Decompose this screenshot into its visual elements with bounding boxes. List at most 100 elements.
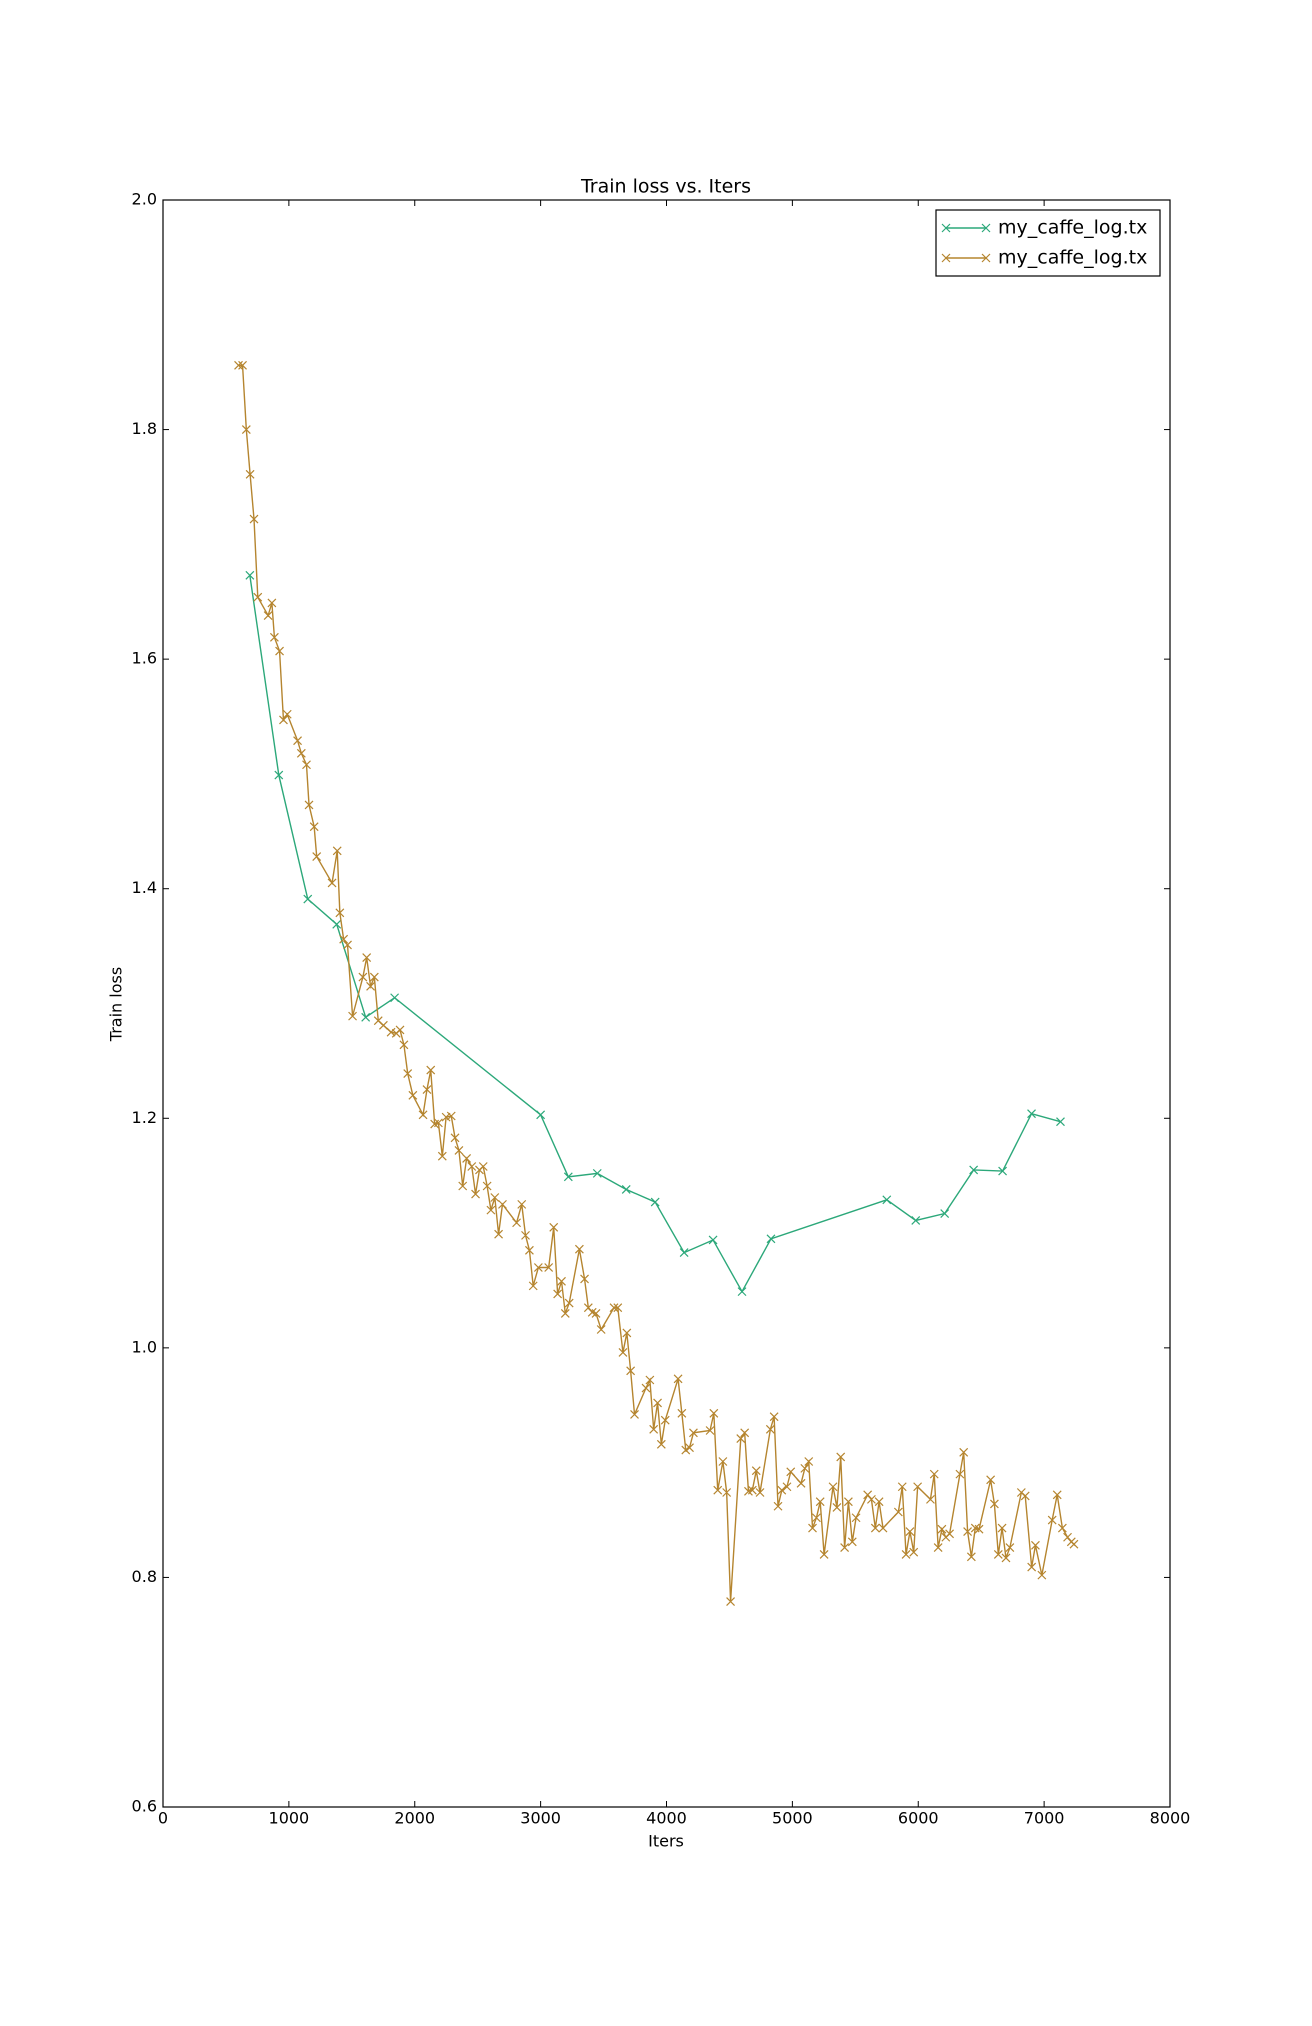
point-marker — [544, 1263, 554, 1272]
point-marker — [302, 760, 311, 770]
point-marker — [1020, 1491, 1030, 1501]
point-marker — [963, 1527, 973, 1536]
point-marker — [769, 1412, 779, 1422]
point-marker — [238, 360, 247, 370]
point-marker — [786, 1467, 796, 1477]
point-marker — [726, 1597, 735, 1606]
point-marker — [426, 1065, 436, 1075]
point-marker — [808, 1523, 817, 1533]
point-marker — [878, 1523, 888, 1533]
point-marker — [274, 770, 284, 780]
point-marker — [689, 1428, 698, 1438]
point-marker — [621, 1185, 631, 1194]
legend-label: my_caffe_log.tx — [998, 217, 1147, 239]
point-marker — [874, 1497, 884, 1507]
point-marker — [819, 1550, 829, 1559]
point-marker — [275, 646, 284, 656]
point-marker — [847, 1537, 857, 1547]
plot-frame — [162, 199, 1171, 1808]
point-marker — [718, 1457, 728, 1466]
point-marker — [630, 1410, 639, 1419]
point-marker — [832, 1502, 842, 1512]
point-marker — [591, 1308, 601, 1318]
point-marker — [751, 1466, 761, 1476]
point-marker — [866, 1494, 876, 1504]
point-marker — [549, 1222, 559, 1232]
y-axis-label: Train loss — [107, 967, 126, 1042]
point-marker — [528, 1281, 538, 1291]
point-marker — [765, 1424, 775, 1434]
point-marker — [796, 1478, 806, 1488]
point-marker — [997, 1523, 1007, 1533]
point-marker — [1027, 1562, 1037, 1572]
point-marker — [560, 1308, 570, 1318]
x-tick-label: 8000 — [1150, 1809, 1191, 1828]
point-marker — [840, 1543, 850, 1553]
point-marker — [441, 1112, 451, 1122]
y-tick-label: 1.6 — [132, 649, 157, 668]
x-tick-label: 4000 — [646, 1809, 687, 1828]
point-marker — [773, 1501, 783, 1511]
point-marker — [386, 1027, 396, 1037]
point-marker — [998, 1166, 1008, 1176]
point-marker — [945, 1529, 955, 1539]
point-marker — [369, 972, 379, 982]
point-marker — [580, 1274, 589, 1284]
point-marker — [361, 1012, 371, 1022]
point-marker — [596, 1325, 606, 1334]
point-marker — [471, 1189, 480, 1199]
point-marker — [650, 1197, 660, 1207]
point-marker — [553, 1289, 563, 1299]
point-marker — [613, 1303, 623, 1313]
point-marker — [490, 1193, 500, 1202]
point-marker — [433, 1118, 443, 1128]
point-marker — [450, 1133, 460, 1143]
point-marker — [737, 1287, 747, 1297]
point-marker — [482, 1181, 492, 1191]
point-marker — [882, 1195, 892, 1205]
point-marker — [245, 469, 255, 479]
point-marker — [1005, 1543, 1015, 1553]
point-marker — [649, 1424, 659, 1434]
point-marker — [755, 1488, 765, 1497]
legend-label: my_caffe_log.tx — [998, 247, 1147, 269]
legend-marker — [941, 223, 951, 233]
point-marker — [512, 1218, 522, 1228]
point-marker — [1047, 1515, 1057, 1525]
point-marker — [626, 1366, 636, 1376]
point-marker — [800, 1463, 810, 1473]
point-marker — [641, 1383, 651, 1393]
point-marker — [517, 1199, 527, 1209]
point-marker — [390, 993, 400, 1003]
x-tick-label: 0 — [158, 1809, 168, 1828]
point-marker — [332, 919, 342, 929]
point-marker — [362, 953, 372, 963]
point-marker — [234, 360, 243, 370]
point-marker — [940, 1209, 950, 1218]
point-marker — [870, 1523, 880, 1533]
point-marker — [959, 1447, 969, 1457]
point-marker — [269, 632, 279, 642]
point-marker — [1069, 1539, 1079, 1549]
point-marker — [740, 1428, 750, 1438]
point-marker — [494, 1229, 504, 1239]
point-marker — [993, 1550, 1003, 1559]
point-marker — [358, 972, 368, 982]
point-marker — [708, 1235, 718, 1245]
point-marker — [609, 1303, 619, 1313]
point-marker — [909, 1547, 919, 1557]
legend-marker — [981, 253, 991, 263]
point-marker — [660, 1415, 670, 1425]
y-tick-label: 0.6 — [132, 1797, 157, 1816]
point-marker — [557, 1276, 566, 1286]
point-marker — [736, 1434, 746, 1443]
point-marker — [911, 1216, 921, 1225]
point-marker — [937, 1524, 947, 1534]
point-marker — [705, 1426, 715, 1435]
x-tick-label: 5000 — [772, 1809, 813, 1828]
point-marker — [282, 709, 292, 719]
point-marker — [332, 846, 342, 856]
y-tick-label: 0.8 — [132, 1567, 157, 1586]
